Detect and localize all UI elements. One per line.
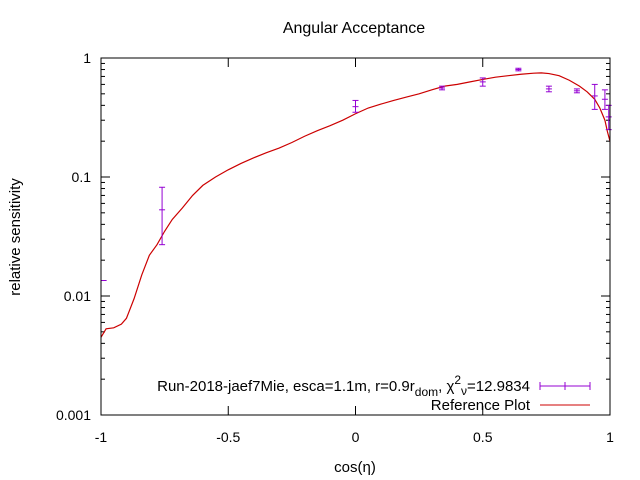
error-bar-point xyxy=(159,186,166,246)
x-tick-label: 0 xyxy=(352,429,360,445)
y-tick-label: 0.01 xyxy=(64,288,91,304)
error-bar-point xyxy=(573,88,580,94)
legend-label-tail: =12.9834 xyxy=(467,378,530,395)
legend-label-main: Run-2018-jaef7Mie, esca=1.1m, r=0.9r xyxy=(157,378,415,395)
x-tick-label: -0.5 xyxy=(216,429,240,445)
y-tick-label: 1 xyxy=(83,50,91,66)
x-tick-label: -1 xyxy=(95,429,108,445)
error-bar-point xyxy=(439,85,446,91)
plot-series xyxy=(100,67,612,338)
legend-label-reference: Reference Plot xyxy=(431,397,531,414)
reference-plot-line xyxy=(100,72,611,338)
error-bar-point xyxy=(515,67,522,72)
error-bar-point xyxy=(479,77,486,87)
y-tick-label: 0.001 xyxy=(56,407,91,423)
legend-label-mid: , χ xyxy=(438,378,454,395)
legend: Run-2018-jaef7Mie, esca=1.1m, r=0.9rdom,… xyxy=(157,373,591,414)
axis-ticks: -1 -0.5 0 0.5 1 0.001 0.01 0.1 1 xyxy=(56,50,614,445)
legend-label-errorbars: Run-2018-jaef7Mie, esca=1.1m, r=0.9rdom,… xyxy=(157,373,530,399)
error-bar-point xyxy=(591,83,598,110)
legend-label-sup: 2 xyxy=(454,373,461,387)
x-tick-label: 1 xyxy=(606,429,614,445)
chart-title: Angular Acceptance xyxy=(283,20,425,37)
error-bar-point xyxy=(545,85,552,93)
error-bar-point xyxy=(352,99,359,113)
x-axis-label: cos(η) xyxy=(334,459,376,476)
x-tick-label: 0.5 xyxy=(473,429,493,445)
error-bar-point xyxy=(601,89,608,110)
error-bar-point xyxy=(605,104,612,131)
y-tick-label: 0.1 xyxy=(72,169,92,185)
legend-label-sub2: ν xyxy=(461,384,467,398)
plot-frame xyxy=(100,57,611,416)
y-axis-label: relative sensitivity xyxy=(7,178,24,296)
legend-label-sub: dom xyxy=(415,385,438,399)
